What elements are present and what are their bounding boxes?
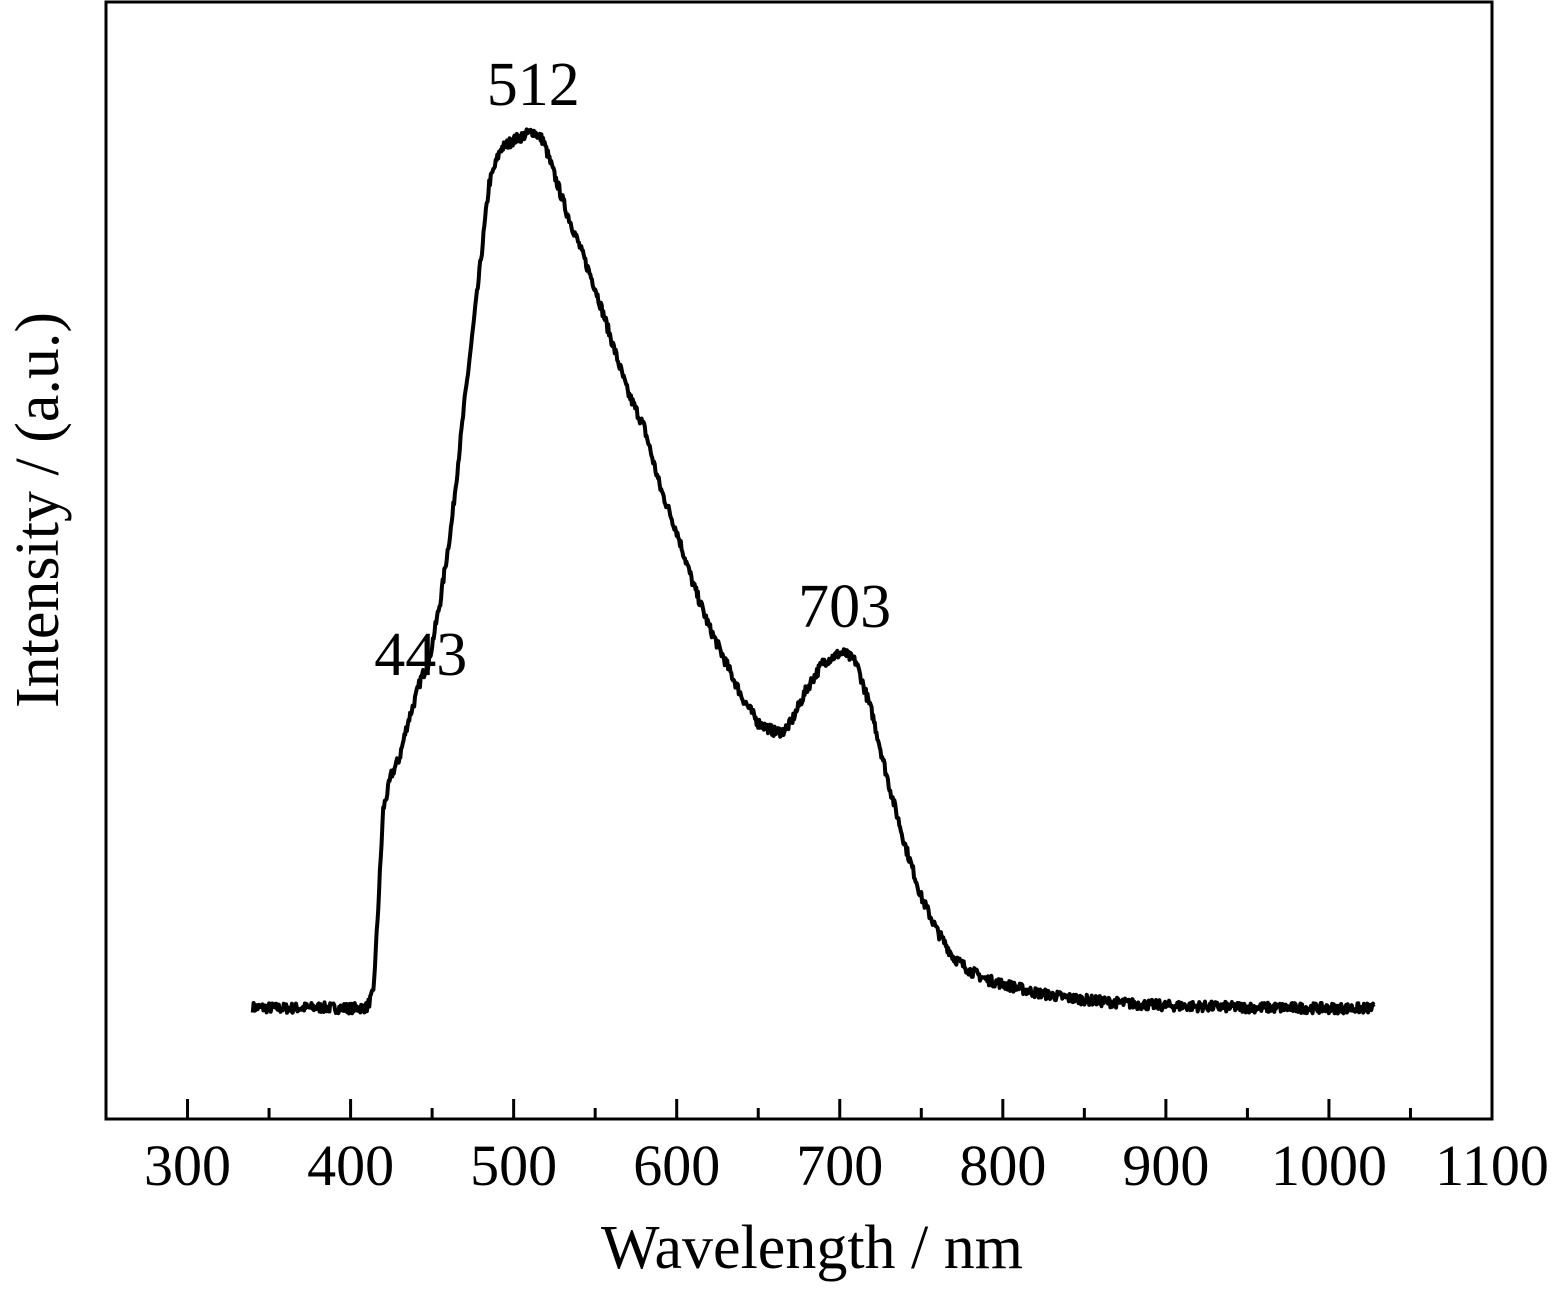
peak-label: 512	[487, 51, 580, 119]
x-tick-label: 1100	[1435, 1133, 1549, 1198]
x-tick-label: 500	[470, 1133, 557, 1198]
x-tick-label: 900	[1122, 1133, 1209, 1198]
x-axis-ticks	[186, 1099, 1494, 1119]
x-tick-label: 700	[796, 1133, 883, 1198]
x-tick-label: 400	[307, 1133, 394, 1198]
x-axis-label: Wavelength / nm	[601, 1214, 1023, 1282]
x-tick-label: 1000	[1271, 1133, 1387, 1198]
x-tick-label: 800	[959, 1133, 1046, 1198]
y-axis-label: Intensity / (a.u.)	[4, 312, 72, 708]
peak-label: 703	[798, 573, 891, 641]
x-axis-tick-labels: 300 400 500 600 700 800 900 1000 1100	[144, 1133, 1549, 1198]
plot-frame	[104, 0, 1494, 1121]
spectrum-line	[250, 127, 1376, 1016]
x-tick-label: 600	[633, 1133, 720, 1198]
peak-label: 443	[374, 621, 467, 689]
peak-annotations: 443 512 703	[374, 51, 891, 689]
x-tick-label: 300	[144, 1133, 231, 1198]
